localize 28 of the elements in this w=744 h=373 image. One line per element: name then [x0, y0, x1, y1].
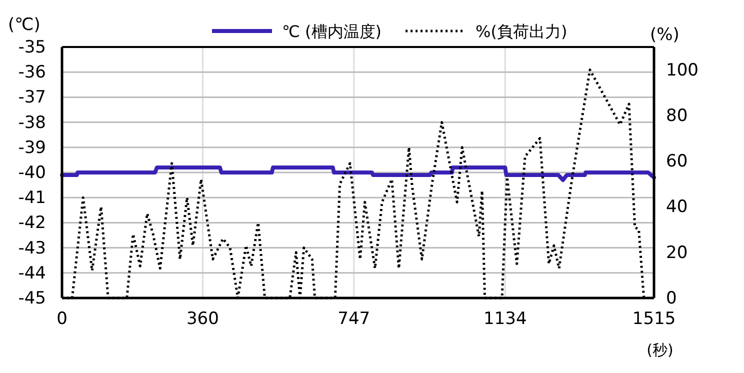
y-tick-label: -37 [18, 88, 46, 108]
legend-label: %(負荷出力) [476, 22, 568, 41]
x-tick-label: 1134 [483, 309, 527, 330]
y-tick-label: -36 [18, 62, 46, 83]
y-tick-label: -45 [18, 288, 46, 308]
y-tick-label: -40 [18, 162, 46, 183]
x-tick-label: 360 [186, 309, 219, 330]
y2-tick-label: 60 [666, 152, 688, 172]
y-tick-label: -35 [18, 37, 46, 58]
y-axis-title: (℃) [8, 15, 40, 35]
y2-axis-title: (%) [650, 25, 680, 45]
y-tick-label: -43 [18, 238, 46, 258]
y-tick-label: -38 [18, 112, 46, 133]
y2-tick-label: 80 [666, 106, 688, 126]
y-tick-label: -42 [18, 213, 46, 234]
y-tick-label: -39 [18, 138, 46, 158]
y-tick-label: -41 [18, 188, 46, 208]
y-tick-label: -44 [18, 263, 46, 284]
x-tick-label: 747 [338, 309, 370, 330]
y2-tick-label: 100 [666, 60, 698, 80]
x-tick-label: 1515 [632, 309, 676, 330]
line-series [60, 165, 656, 182]
x-tick-label: 0 [56, 309, 68, 330]
y2-tick-label: 20 [666, 242, 688, 263]
y2-tick-label: 0 [666, 288, 677, 308]
legend-label: ℃ (槽内温度) [282, 22, 382, 41]
y2-tick-label: 40 [666, 197, 688, 218]
x-axis-title: (秒) [646, 341, 674, 359]
